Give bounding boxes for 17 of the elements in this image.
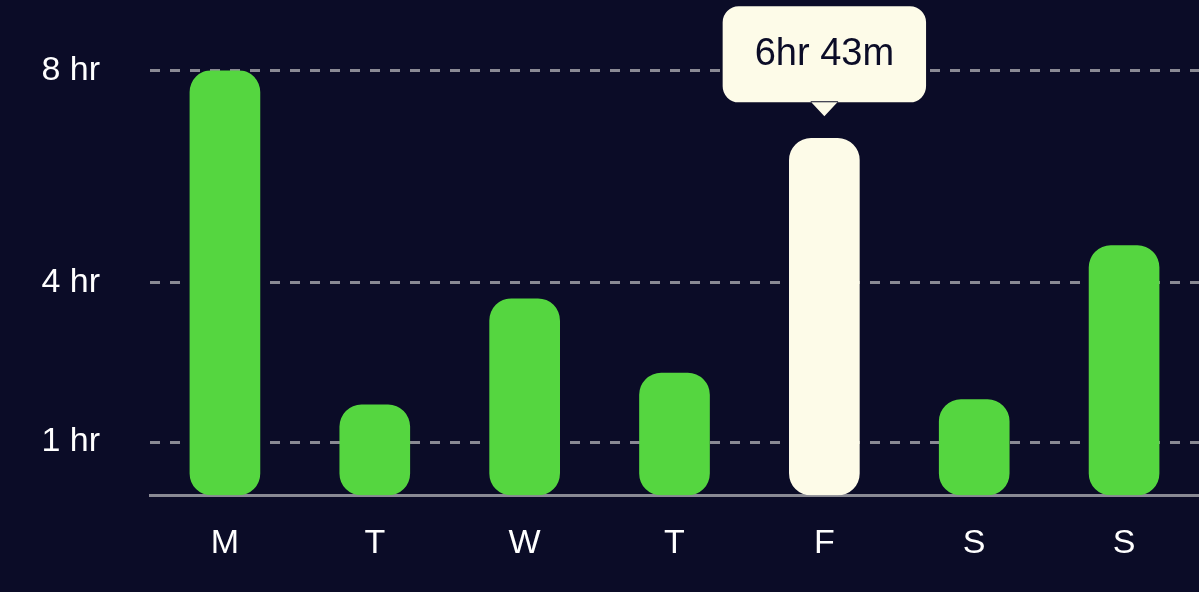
y-tick-label: 1 hr <box>41 420 100 459</box>
x-tick-label: M <box>210 521 240 560</box>
x-tick-label: W <box>508 521 541 560</box>
bar <box>1088 245 1160 496</box>
bar <box>639 372 710 496</box>
bar <box>938 399 1010 496</box>
bar <box>789 138 860 496</box>
y-tick-label: 4 hr <box>41 261 100 300</box>
x-tick-label: S <box>962 521 986 560</box>
x-tick-label: F <box>813 521 835 560</box>
y-tick-label: 8 hr <box>41 48 100 87</box>
x-tick-label: T <box>364 521 386 560</box>
x-tick-label: S <box>1112 521 1136 560</box>
x-tick-label: T <box>664 521 685 560</box>
bar <box>489 298 560 496</box>
bar <box>189 70 261 496</box>
bar <box>339 404 411 496</box>
